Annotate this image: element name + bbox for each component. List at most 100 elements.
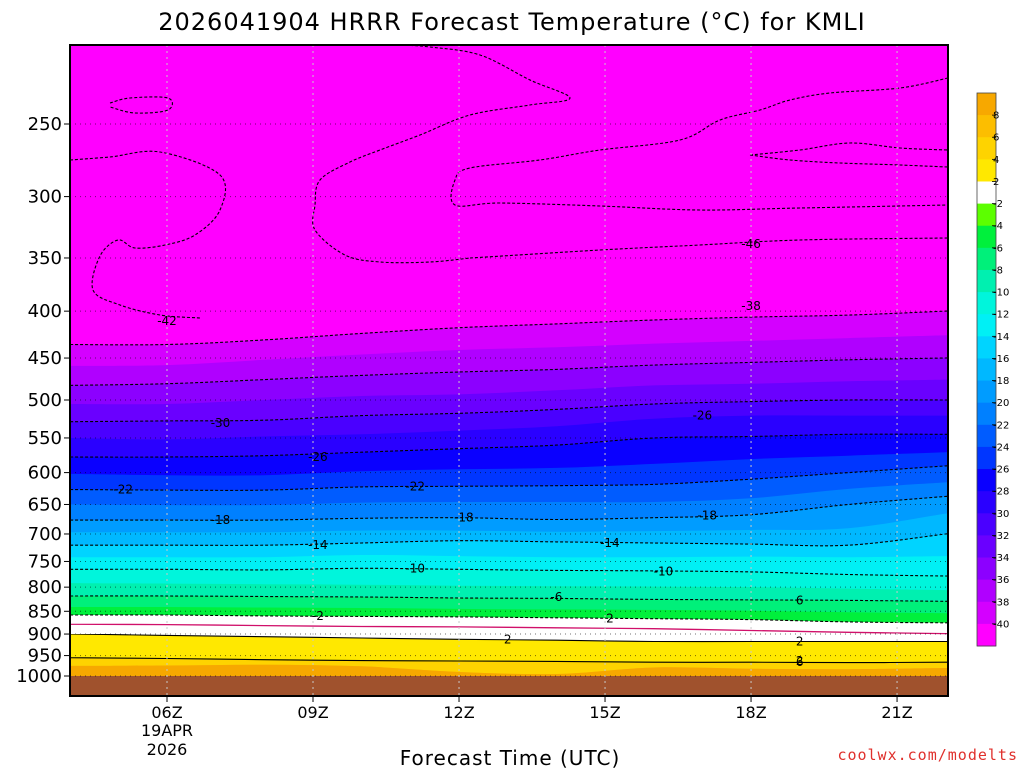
contour-label: -22 (113, 482, 133, 496)
colorbar-tick-label: -24 (993, 442, 1009, 453)
colorbar-tick-label: 8 (993, 111, 999, 122)
isotherm--30 (70, 399, 948, 423)
colorbar-swatch (977, 247, 996, 271)
x-tick-label: 12Z (443, 703, 474, 722)
contour-label-text: -18 (211, 513, 231, 527)
colorbar-tick-label: -12 (993, 310, 1009, 321)
contour-label: -22 (405, 479, 425, 493)
isotherm--38 (70, 310, 948, 346)
colorbar-swatch (977, 402, 996, 426)
colorbar-swatch (977, 446, 996, 470)
colorbar-tick-label: -14 (993, 332, 1009, 343)
colorbar-swatch (977, 93, 996, 116)
x-tick-label: 18Z (735, 703, 766, 722)
y-tick-label: 700 (28, 524, 62, 545)
upper-contour-2 (312, 45, 571, 264)
contour-label-text: -10 (405, 561, 425, 575)
y-tick-label: 500 (28, 390, 62, 411)
y-tick-label: 350 (28, 248, 62, 269)
colorbar-swatch (977, 358, 996, 382)
contour-label-text: -46 (741, 237, 761, 251)
contour-label-text: -10 (654, 564, 674, 578)
contour-label: 2 (796, 634, 804, 648)
contour-label: -6 (550, 590, 562, 604)
contour-label-text: -22 (113, 482, 133, 496)
colorbar-frame (976, 92, 997, 647)
contour-label-text: -6 (550, 590, 562, 604)
contour-label: -10 (405, 561, 425, 575)
colorbar-tick-label: -38 (993, 597, 1009, 608)
contour-label-text: 2 (504, 632, 512, 646)
upper-contour-4 (469, 237, 948, 259)
x-tick-label: 15Z (589, 703, 620, 722)
x-tick-label: 09Z (297, 703, 328, 722)
colorbar-swatch (977, 269, 996, 293)
contour-label-text: 6 (796, 655, 804, 669)
contour-label-text: -18 (454, 511, 474, 525)
colorbar-swatch (977, 469, 996, 492)
plot-frame (69, 44, 949, 697)
contour-label: -14 (308, 538, 328, 552)
colorbar-swatch (977, 535, 996, 559)
colorbar-swatch (977, 513, 996, 536)
contour-label: -14 (600, 536, 620, 550)
colorbar-tick-label: -34 (993, 553, 1009, 564)
colorbar-swatch (977, 623, 996, 647)
temp-band-near-zero (70, 614, 948, 642)
upper-contour-5 (749, 142, 948, 156)
x-axis-label: Forecast Time (UTC) (400, 746, 621, 768)
freezing-line (70, 623, 948, 635)
isotherm--10 (70, 567, 948, 577)
chart-title: 2026041904 HRRR Forecast Temperature (°C… (158, 8, 866, 36)
contour-label: 6 (796, 593, 804, 607)
y-tick-label: 400 (28, 301, 62, 322)
colorbar-tick-label: 6 (993, 133, 999, 144)
contour-label: -18 (454, 511, 474, 525)
colorbar-swatch (977, 579, 996, 603)
contour-label: -18 (697, 508, 717, 522)
colorbar-swatch (977, 380, 996, 404)
contour-label-text: -14 (308, 538, 328, 552)
ground-below-surface (70, 676, 948, 696)
colorbar-swatch (977, 159, 996, 182)
contour-label: 2 (606, 612, 614, 626)
isotherm--6 (70, 595, 948, 602)
colorbar-tick-label: -20 (993, 398, 1009, 409)
contour-label: 2 (796, 654, 804, 668)
colorbar-tick-label: 4 (993, 155, 999, 166)
colorbar-tick-label: -16 (993, 354, 1009, 365)
y-tick-label: 300 (28, 187, 62, 208)
y-tick-label: 450 (28, 348, 62, 369)
contour-label: -30 (211, 416, 231, 430)
colorbar-tick-label: -36 (993, 575, 1009, 586)
isotherm--14 (70, 533, 948, 547)
isotherm-2 (70, 633, 948, 643)
contour-label-text: 2 (606, 612, 614, 626)
contour-label-text: -26 (693, 409, 713, 423)
colorbar-tick-label: -22 (993, 420, 1009, 431)
colorbar-swatch (977, 557, 996, 581)
colorbar-tick-label: -28 (993, 487, 1009, 498)
colorbar-tick-label: -30 (993, 509, 1009, 520)
colorbar-tick-label: -10 (993, 288, 1009, 299)
colorbar-tick-label: -8 (993, 265, 1003, 276)
y-tick-label: 600 (28, 463, 62, 484)
colorbar-swatch (977, 491, 996, 514)
colorbar-tick-label: -32 (993, 531, 1009, 542)
colorbar-swatch (977, 424, 996, 448)
contour-label-text: -26 (308, 450, 328, 464)
x-tick-label: 21Z (881, 703, 912, 722)
colorbar-tick-label: 2 (993, 177, 999, 188)
contour-label-text: -14 (600, 536, 620, 550)
colorbar-swatch (977, 225, 996, 249)
y-tick-label: 750 (28, 551, 62, 572)
contour-label: -10 (654, 564, 674, 578)
upper-contour-6 (749, 154, 948, 168)
contour-label-text: 2 (796, 634, 804, 648)
colorbar-swatch (977, 292, 996, 315)
contour-label: -18 (211, 513, 231, 527)
y-tick-label: 950 (28, 646, 62, 667)
contour-label-text: -22 (405, 479, 425, 493)
colorbar-tick-label: -40 (993, 619, 1009, 630)
